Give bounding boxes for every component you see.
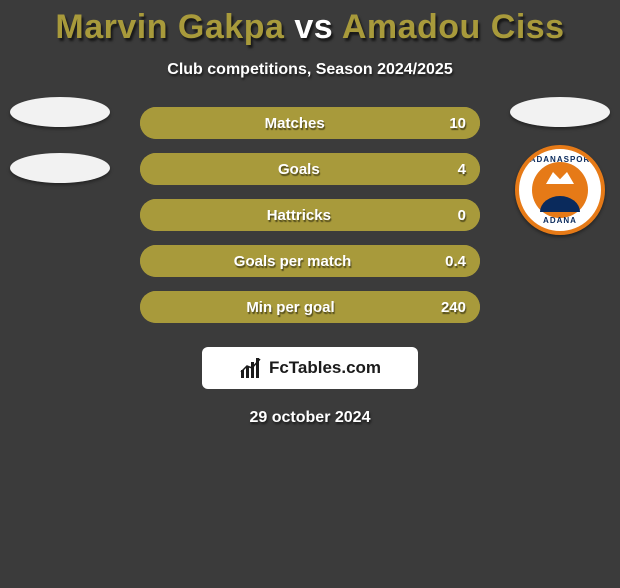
- watermark-text: FcTables.com: [269, 358, 381, 378]
- stat-bar-value: 240: [441, 299, 466, 316]
- stat-bar-value: 10: [449, 115, 466, 132]
- player2-badge-column: ADANASPOR ADANA: [510, 97, 610, 235]
- stat-bar: Hattricks0: [140, 199, 480, 231]
- subtitle: Club competitions, Season 2024/2025: [0, 61, 620, 79]
- stat-bar-label: Goals per match: [140, 253, 445, 270]
- club-badge-inner: [532, 162, 588, 218]
- stat-bar-value: 0.4: [445, 253, 466, 270]
- stat-bar-label: Matches: [140, 115, 449, 132]
- date-label: 29 october 2024: [0, 409, 620, 427]
- stat-bar: Min per goal240: [140, 291, 480, 323]
- stat-bar: Goals per match0.4: [140, 245, 480, 277]
- stat-bar: Goals4: [140, 153, 480, 185]
- placeholder-badge: [10, 153, 110, 183]
- comparison-content: ADANASPOR ADANA Matches10 Goals4 Hattricks…: [0, 107, 620, 323]
- stat-bar: Matches10: [140, 107, 480, 139]
- watermark: FcTables.com: [202, 347, 418, 389]
- stat-bar-label: Min per goal: [140, 299, 441, 316]
- player1-badge-column: [10, 97, 110, 183]
- stat-bar-label: Hattricks: [140, 207, 458, 224]
- stat-bar-label: Goals: [140, 161, 458, 178]
- stat-bar-value: 0: [458, 207, 466, 224]
- stat-bars: Matches10 Goals4 Hattricks0 Goals per match…: [140, 107, 480, 323]
- placeholder-badge: [10, 97, 110, 127]
- stat-bar-value: 4: [458, 161, 466, 178]
- bar-chart-icon: [239, 356, 263, 380]
- placeholder-badge: [510, 97, 610, 127]
- club-badge-text-bottom: ADANA: [543, 216, 577, 225]
- comparison-title: Marvin Gakpa vs Amadou Ciss: [0, 8, 620, 47]
- club-badge-adanaspor: ADANASPOR ADANA: [515, 145, 605, 235]
